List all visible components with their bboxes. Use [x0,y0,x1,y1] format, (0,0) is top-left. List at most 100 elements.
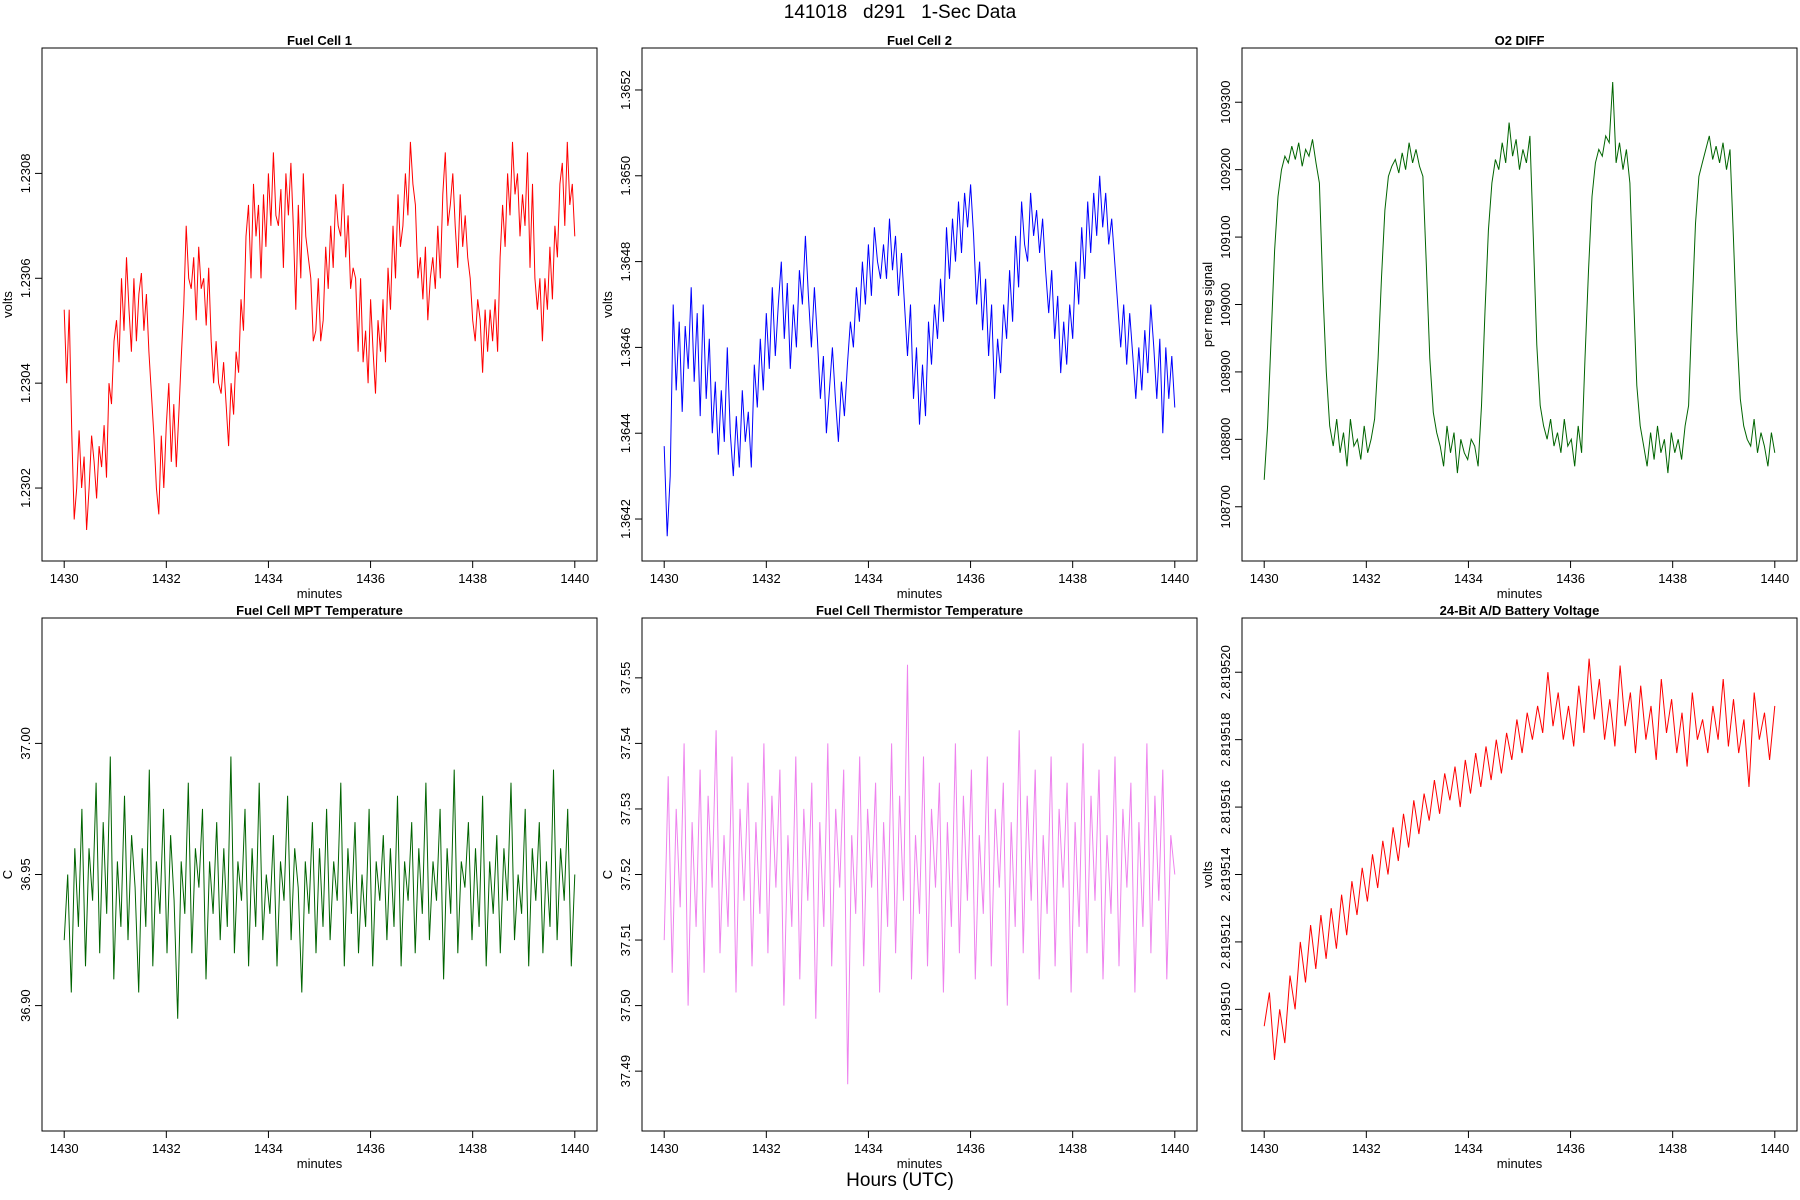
x-tick-label: 1430 [50,571,79,586]
series-line [63,756,576,1019]
panel-thermistor-temperature: Fuel Cell Thermistor Temperature 1430 1432… [600,600,1200,1171]
chart-title: Fuel Cell 2 [887,33,952,48]
plot-frame [41,617,598,1132]
y-tick-label: 37.50 [618,989,633,1022]
x-tick-label: 1440 [1760,1141,1789,1156]
y-tick-label: 109100 [1218,215,1233,258]
x-tick-label: 1436 [356,571,385,586]
x-tick-label: 1434 [254,1141,283,1156]
x-tick-label: 1434 [854,1141,883,1156]
y-tick-label: 37.00 [18,727,33,760]
x-tick-label: 1438 [1058,1141,1087,1156]
series-line [63,141,576,531]
x-tick-label: 1430 [50,1141,79,1156]
figure-xlabel: Hours (UTC) [846,1170,954,1191]
panel-o2-diff: O2 DIFF 1430 1432 1434 1436 1438 1440 minutes 10… [1200,30,1800,601]
x-axis-label: minutes [1497,1156,1543,1171]
x-axis-label: minutes [897,1156,943,1171]
x-tick-label: 1436 [956,571,985,586]
series-line [1263,81,1776,480]
y-axis-label: per meg signal [1200,262,1215,347]
x-axis-label: minutes [1497,586,1543,601]
x-tick-label: 1438 [1658,571,1687,586]
panel-mpt-temperature: Fuel Cell MPT Temperature 1430 1432 1434 143… [0,600,600,1171]
y-tick-label: 37.52 [618,858,633,891]
y-tick-label: 2.819516 [1218,780,1233,834]
y-tick-label: 1.3644 [618,413,633,453]
x-tick-label: 1438 [1658,1141,1687,1156]
plot-frame [41,47,598,562]
y-tick-label: 36.95 [18,858,33,891]
y-tick-label: 37.54 [618,727,633,760]
y-tick-label: 36.90 [18,989,33,1022]
x-tick-label: 1432 [152,571,181,586]
x-tick-label: 1440 [1160,571,1189,586]
y-axis-label: volts [1200,861,1215,888]
series-line [663,175,1176,537]
x-axis-label: minutes [897,586,943,601]
x-tick-label: 1432 [752,571,781,586]
y-tick-label: 109200 [1218,148,1233,191]
chart-thermistor-temperature: Fuel Cell Thermistor Temperature 1430 1432… [600,603,1198,1171]
x-tick-label: 1436 [1556,571,1585,586]
chart-o2-diff: O2 DIFF 1430 1432 1434 1436 1438 1440 minutes 10… [1200,33,1798,601]
chart-mpt-temperature: Fuel Cell MPT Temperature 1430 1432 1434 143… [0,603,598,1171]
y-tick-label: 37.53 [618,793,633,826]
y-tick-label: 108800 [1218,418,1233,461]
y-axis-label: volts [0,291,15,318]
y-axis-label: C [600,870,615,879]
x-axis-label: minutes [297,1156,343,1171]
y-axis-label: C [0,870,15,879]
chart-title: Fuel Cell Thermistor Temperature [816,603,1023,618]
y-tick-label: 1.3648 [618,242,633,282]
panel-battery-voltage: 24-Bit A/D Battery Voltage 1430 1432 1434 14… [1200,600,1800,1171]
y-tick-label: 1.3646 [618,328,633,368]
y-tick-label: 2.819514 [1218,847,1233,901]
x-tick-label: 1434 [1454,1141,1483,1156]
y-tick-label: 1.3652 [618,70,633,110]
y-tick-label: 1.3642 [618,499,633,539]
chart-title: 24-Bit A/D Battery Voltage [1440,603,1600,618]
panel-fuel-cell-2: Fuel Cell 2 1430 1432 1434 1436 1438 1440 minut… [600,30,1200,601]
y-tick-label: 108700 [1218,485,1233,528]
x-tick-label: 1432 [752,1141,781,1156]
y-tick-label: 108900 [1218,350,1233,393]
y-tick-label: 109300 [1218,81,1233,124]
x-tick-label: 1430 [1250,1141,1279,1156]
y-tick-label: 37.55 [618,662,633,695]
panel-fuel-cell-1: Fuel Cell 1 1430 1432 1434 1436 1438 1440 minut… [0,30,600,601]
x-tick-label: 1436 [956,1141,985,1156]
figure-title: 141018 d291 1-Sec Data [783,2,1017,23]
x-tick-label: 1438 [1058,571,1087,586]
y-tick-label: 1.2304 [18,363,33,403]
y-tick-label: 2.819520 [1218,645,1233,699]
x-tick-label: 1432 [152,1141,181,1156]
x-tick-label: 1438 [458,1141,487,1156]
x-axis-label: minutes [297,586,343,601]
chart-fuel-cell-1: Fuel Cell 1 1430 1432 1434 1436 1438 1440 minut… [0,33,598,601]
y-tick-label: 1.2308 [18,154,33,194]
y-tick-label: 1.3650 [618,156,633,196]
chart-title: Fuel Cell MPT Temperature [236,603,403,618]
chart-title: Fuel Cell 1 [287,33,352,48]
plot-frame [1241,47,1798,562]
x-tick-label: 1436 [356,1141,385,1156]
plot-frame [1241,617,1798,1132]
x-tick-label: 1430 [650,1141,679,1156]
x-tick-label: 1436 [1556,1141,1585,1156]
plot-frame [641,47,1198,562]
chart-fuel-cell-2: Fuel Cell 2 1430 1432 1434 1436 1438 1440 minut… [600,33,1198,601]
y-tick-label: 109000 [1218,283,1233,326]
y-axis-label: volts [600,291,615,318]
series-line [663,664,1176,1085]
x-tick-label: 1440 [1160,1141,1189,1156]
y-tick-label: 37.51 [618,924,633,957]
x-tick-label: 1430 [650,571,679,586]
chart-title: O2 DIFF [1495,33,1545,48]
x-tick-label: 1440 [1760,571,1789,586]
y-tick-label: 2.819518 [1218,713,1233,767]
x-tick-label: 1438 [458,571,487,586]
y-tick-label: 37.49 [618,1055,633,1088]
x-tick-label: 1434 [254,571,283,586]
chart-battery-voltage: 24-Bit A/D Battery Voltage 1430 1432 1434 14… [1200,603,1798,1171]
